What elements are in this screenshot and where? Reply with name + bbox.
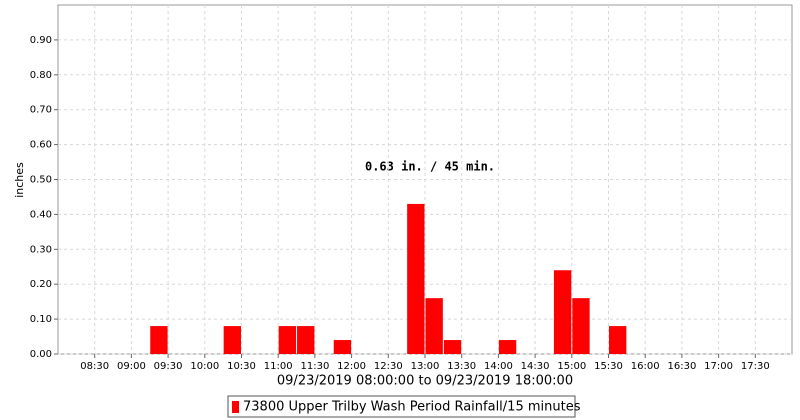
x-tick-label: 15:00 [557,361,586,372]
x-tick-label: 16:00 [631,361,660,372]
bar [443,340,462,354]
bar [278,326,297,354]
x-tick-label: 09:30 [154,361,183,372]
x-axis-label: 09/23/2019 08:00:00 to 09/23/2019 18:00:… [277,374,573,389]
bar [425,298,443,354]
y-tick-label: 0.50 [30,175,52,186]
legend-label: 73800 Upper Trilby Wash Period Rainfall/… [243,400,581,415]
x-tick-label: 14:30 [521,361,550,372]
bar [223,326,241,354]
x-tick-label: 16:30 [667,361,696,372]
x-tick-label: 12:30 [374,361,403,372]
x-tick-label: 10:00 [190,361,219,372]
x-tick-label: 08:30 [80,361,109,372]
x-tick-label: 11:30 [300,361,329,372]
x-tick-label: 13:30 [447,361,476,372]
bar [150,326,168,354]
bar [407,203,425,354]
y-tick-label: 0.80 [30,70,52,81]
legend-swatch [232,401,239,413]
bar [498,340,517,354]
y-tick-label: 0.40 [30,209,52,220]
y-tick-label: 0.10 [30,314,52,325]
bar [572,298,590,354]
bar [333,340,352,354]
x-tick-label: 10:30 [227,361,256,372]
x-tick-label: 11:00 [264,361,293,372]
x-tick-label: 15:30 [594,361,623,372]
x-tick-label: 17:00 [704,361,733,372]
y-tick-label: 0.90 [30,35,52,46]
bar [297,326,315,354]
x-tick-label: 12:00 [337,361,366,372]
y-tick-label: 0.60 [30,140,52,151]
legend [227,395,576,418]
y-tick-label: 0.00 [30,349,52,360]
x-tick-label: 17:30 [741,361,770,372]
x-tick-label: 13:00 [411,361,440,372]
x-tick-label: 09:00 [117,361,146,372]
bar [553,270,572,354]
y-tick-label: 0.30 [30,244,52,255]
bar [609,326,627,354]
y-tick-label: 0.20 [30,279,52,290]
annotation: 0.63 in. / 45 min. [365,160,495,174]
x-tick-label: 14:00 [484,361,513,372]
y-axis-label: inches [13,162,26,198]
y-tick-label: 0.70 [30,105,52,116]
